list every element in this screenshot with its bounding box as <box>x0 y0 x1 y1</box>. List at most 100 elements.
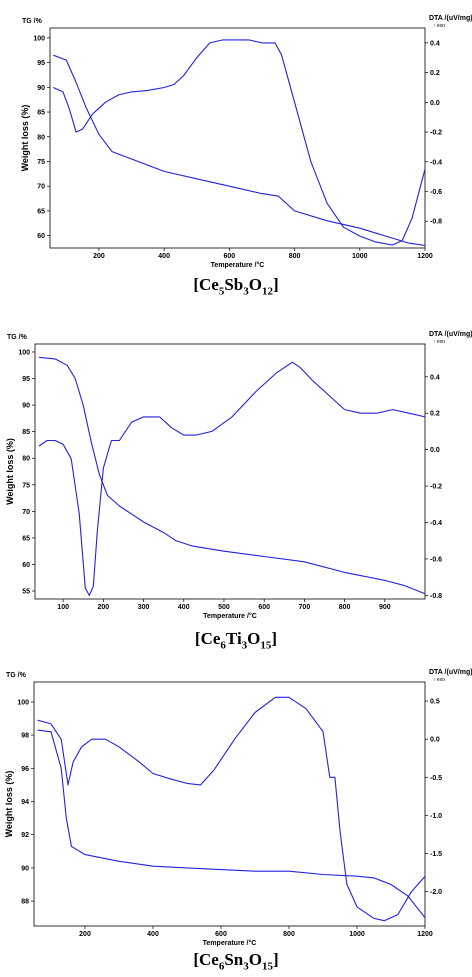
dta-axis-label: DTA /(uV/mg) <box>429 669 472 676</box>
tg-tick-label: 95 <box>37 60 45 67</box>
x-tick-label: 700 <box>299 604 311 611</box>
dta-tick-label: 0.2 <box>430 70 440 77</box>
plot-frame <box>34 343 426 600</box>
chart-svg-ce6ti3o15: TG /% DTA /(uV/mg)↑ exo Weight loss (%) Tem… <box>5 331 472 620</box>
x-tick-label: 800 <box>289 253 301 260</box>
x-tick-label: 200 <box>98 604 110 611</box>
tg-tick-label: 85 <box>22 429 30 436</box>
tg-tick-label: 75 <box>37 159 45 166</box>
dta-tick-label: -0.2 <box>430 130 442 137</box>
tg-tick-label: 100 <box>17 699 29 706</box>
dta-tick-label: 0.0 <box>430 737 440 744</box>
chart-caption: [Ce5Sb3O12] <box>193 275 279 298</box>
x-axis-title: Temperature /°C <box>211 261 265 269</box>
x-tick-label: 200 <box>79 931 91 938</box>
tg-tick-label: 65 <box>37 208 45 215</box>
x-tick-label: 600 <box>258 604 270 611</box>
dta-curve <box>37 696 426 922</box>
dta-exo-label: ↑ exo <box>433 339 445 345</box>
tg-tick-label: 88 <box>21 899 29 906</box>
x-tick-label: 800 <box>283 931 295 938</box>
dta-exo-label: ↑ exo <box>433 677 445 683</box>
tg-axis-label: TG /% <box>6 672 27 679</box>
x-tick-label: 1000 <box>349 931 365 938</box>
x-tick-label: 300 <box>138 604 150 611</box>
dta-tick-label: 0.5 <box>430 699 440 706</box>
x-tick-label: 600 <box>224 253 236 260</box>
tg-tick-label: 65 <box>22 535 30 542</box>
x-tick-label: 600 <box>215 931 227 938</box>
dta-axis-label: DTA /(uV/mg) <box>429 331 472 338</box>
dta-tick-label: -0.5 <box>430 775 442 782</box>
y-axis-title: Weight loss (%) <box>5 438 15 505</box>
dta-axis-label: DTA /(uV/mg) <box>429 15 472 22</box>
x-tick-label: 500 <box>218 604 230 611</box>
caption-subscript: 3 <box>243 960 249 973</box>
plot-frame <box>49 27 426 249</box>
dta-exo-label: ↑ exo <box>433 23 445 29</box>
dta-tick-label: -1.0 <box>430 813 442 820</box>
caption-subscript: 15 <box>261 960 273 973</box>
tg-tick-label: 60 <box>37 233 45 240</box>
chart-ce6ti3o15: TG /% DTA /(uV/mg) ↑ exo Weight loss (%) Tem… <box>0 320 472 660</box>
x-tick-label: 100 <box>57 604 69 611</box>
dta-tick-label: -2.0 <box>430 889 442 896</box>
tg-tick-label: 95 <box>22 376 30 383</box>
tg-tick-label: 92 <box>21 832 29 839</box>
tg-tick-label: 75 <box>22 482 30 489</box>
tg-tick-label: 80 <box>37 134 45 141</box>
caption-subscript: 5 <box>218 285 225 298</box>
tg-tick-label: 90 <box>37 85 45 92</box>
dta-tick-label: 0.4 <box>430 40 440 47</box>
dta-tick-label: -1.5 <box>430 851 442 858</box>
dta-tick-label: -0.8 <box>430 593 442 600</box>
tg-tick-label: 100 <box>18 349 30 356</box>
tg-tick-label: 85 <box>37 110 45 117</box>
x-tick-label: 800 <box>339 604 351 611</box>
tg-tick-label: 90 <box>21 865 29 872</box>
dta-curve <box>38 361 426 596</box>
dta-tick-label: 0.2 <box>430 411 440 418</box>
y-axis-title: Weight loss (%) <box>20 105 30 172</box>
dta-tick-label: -0.4 <box>430 159 442 166</box>
dta-tick-label: 0.4 <box>430 374 440 381</box>
tg-curve <box>53 54 426 247</box>
y-axis-title: Weight loss (%) <box>4 771 14 838</box>
tg-tick-label: 55 <box>22 589 30 596</box>
tg-tick-label: 70 <box>22 509 30 516</box>
x-tick-label: 400 <box>178 604 190 611</box>
caption-subscript: 15 <box>260 639 272 652</box>
x-tick-label: 1200 <box>417 931 433 938</box>
tg-axis-label: TG /% <box>22 18 43 25</box>
caption-subscript: 6 <box>220 639 226 652</box>
chart-ce5sb3o12: TG /% DTA /(uV/mg) ↑ exo Weight loss (%) Tem… <box>0 0 472 310</box>
x-axis-title: Temperature /°C <box>203 612 257 620</box>
x-tick-label: 900 <box>379 604 391 611</box>
caption-subscript: 6 <box>218 960 225 973</box>
chart-caption: [Ce6Sn3O15] <box>193 950 279 973</box>
tg-curve <box>38 356 426 595</box>
dta-tick-label: 0.0 <box>430 447 440 454</box>
tg-tick-label: 60 <box>22 562 30 569</box>
x-tick-label: 400 <box>147 931 159 938</box>
dta-tick-label: -0.6 <box>430 556 442 563</box>
caption-subscript: 12 <box>261 285 273 298</box>
caption-subscript: 3 <box>241 639 248 652</box>
caption-subscript: 3 <box>243 285 249 298</box>
chart-svg-ce6sn3o15: TG /% DTA /(uV/mg)↑ exo Weight loss (%) Tem… <box>4 669 472 947</box>
dta-tick-label: -0.8 <box>430 219 442 226</box>
tg-tick-label: 80 <box>22 456 30 463</box>
tg-tick-label: 98 <box>21 733 29 740</box>
tg-tick-label: 96 <box>21 766 29 773</box>
chart-ce6sn3o15: TG /% DTA /(uV/mg) ↑ exo Weight loss (%) Tem… <box>0 650 472 977</box>
dta-tick-label: -0.2 <box>430 484 442 491</box>
dta-tick-label: -0.6 <box>430 189 442 196</box>
tg-tick-label: 94 <box>21 799 29 806</box>
plot-frame <box>33 681 426 927</box>
x-tick-label: 1000 <box>352 253 368 260</box>
chart-caption: [Ce6Ti3O15] <box>194 629 278 652</box>
chart-svg-ce5sb3o12: TG /% DTA /(uV/mg)↑ exo Weight loss (%) Tem… <box>20 15 472 269</box>
dta-curve <box>53 39 426 246</box>
x-axis-title: Temperature /°C <box>203 939 257 947</box>
tg-tick-label: 90 <box>22 403 30 410</box>
